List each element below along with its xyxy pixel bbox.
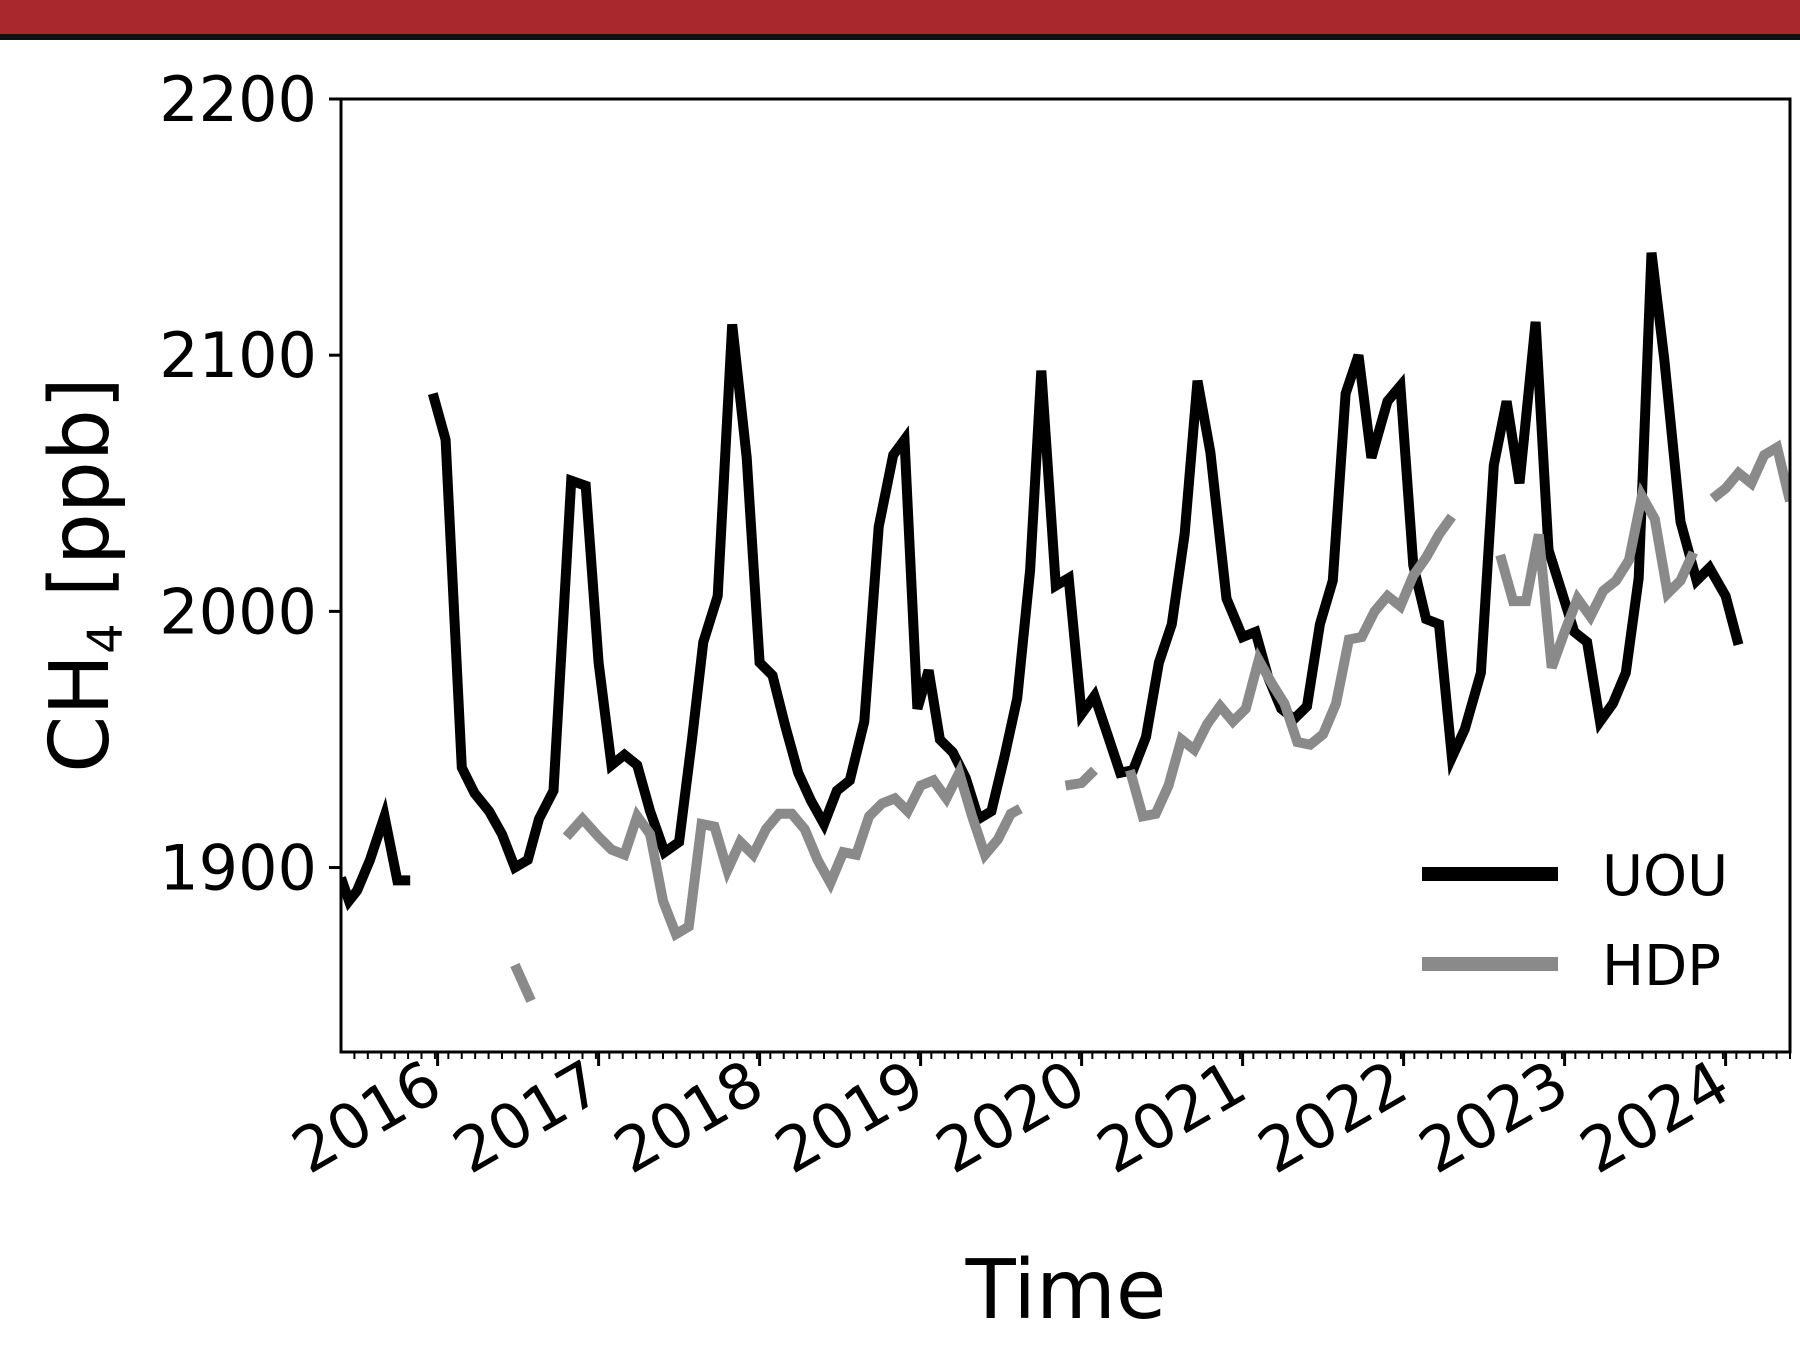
y-tick-label-2100: 2100 bbox=[159, 319, 317, 392]
top-banner bbox=[0, 0, 1800, 34]
x-axis-title: Time bbox=[965, 1243, 1167, 1338]
y-axis-title-subscript: 4 bbox=[78, 623, 134, 654]
x-tick-label-2017: 2017 bbox=[441, 1046, 614, 1188]
legend-label-hdp: HDP bbox=[1602, 934, 1721, 999]
x-tick-label-2019: 2019 bbox=[763, 1046, 936, 1188]
x-tick-label-2024: 2024 bbox=[1568, 1046, 1741, 1188]
x-tick-label-2018: 2018 bbox=[602, 1046, 775, 1188]
legend: UOU HDP bbox=[1422, 844, 1728, 999]
series-line-hdp-segment-5 bbox=[1495, 481, 1698, 670]
series-line-uou-segment-1 bbox=[341, 796, 411, 912]
series-line-hdp-segment-4 bbox=[1125, 513, 1456, 823]
y-tick-label-1900: 1900 bbox=[159, 832, 317, 905]
x-tick-label-2016: 2016 bbox=[280, 1046, 453, 1188]
x-tick-label-2021: 2021 bbox=[1085, 1046, 1258, 1188]
x-tick-label-2023: 2023 bbox=[1407, 1046, 1580, 1188]
series-line-hdp-segment-2 bbox=[562, 759, 1023, 942]
y-tick-label-2000: 2000 bbox=[159, 575, 317, 648]
y-axis: 1900 2000 2100 2200 bbox=[159, 63, 341, 905]
x-tick-label-2020: 2020 bbox=[924, 1046, 1097, 1188]
series-line-hdp-segment-1 bbox=[510, 962, 536, 1003]
y-axis-title: CH4 [ppb] bbox=[33, 377, 134, 773]
y-tick-label-2200: 2200 bbox=[159, 63, 317, 136]
series-layer bbox=[341, 252, 1790, 1003]
legend-label-uou: UOU bbox=[1602, 844, 1728, 909]
series-line-hdp-segment-6 bbox=[1709, 439, 1790, 503]
y-axis-title-unit: [ppb] bbox=[33, 377, 128, 623]
top-banner-border bbox=[0, 34, 1800, 40]
y-axis-title-main: CH bbox=[33, 654, 128, 773]
series-line-hdp-segment-3 bbox=[1064, 766, 1099, 791]
series-line-uou-segment-2 bbox=[427, 252, 1744, 875]
x-tick-label-2022: 2022 bbox=[1246, 1046, 1419, 1188]
